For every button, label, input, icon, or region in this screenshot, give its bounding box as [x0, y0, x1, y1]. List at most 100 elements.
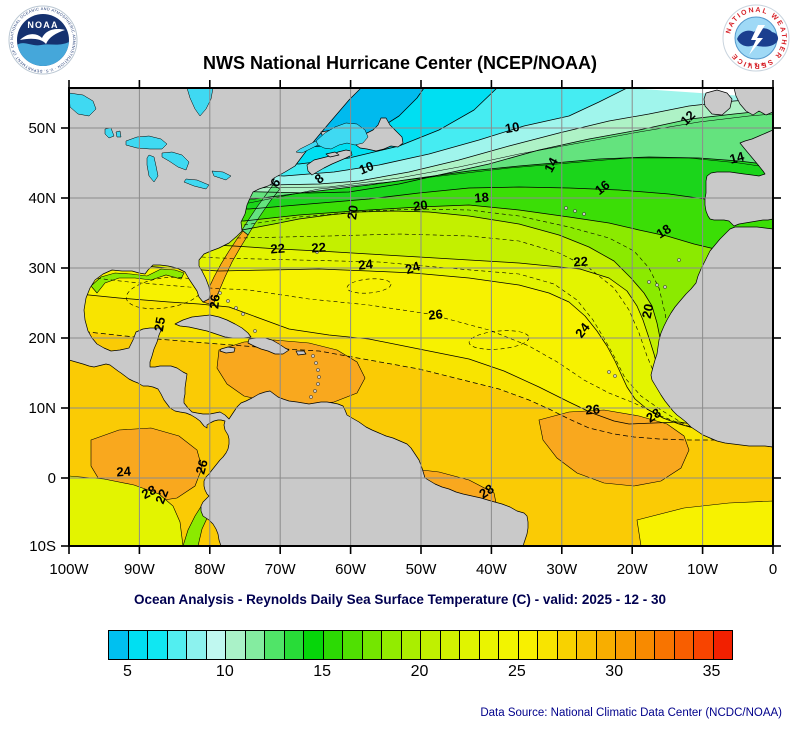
island [582, 212, 586, 216]
lake [186, 88, 214, 117]
sst-band [69, 187, 773, 256]
island [315, 250, 319, 254]
island [314, 361, 318, 365]
landmass [69, 88, 529, 546]
lon-label: 90W [124, 561, 156, 578]
island [313, 389, 317, 393]
lon-label: 10W [687, 561, 719, 578]
colorbar-cell [596, 631, 616, 659]
colorbar-cell [655, 631, 675, 659]
landmass [295, 350, 307, 356]
noaa-logo: NATIONAL OCEANIC AND ATMOSPHERIC ADMINIS… [8, 5, 78, 75]
colorbar-cell [694, 631, 714, 659]
noaa-gull-icon [20, 28, 65, 44]
colorbar-cell [245, 631, 265, 659]
contour-label: 25 [151, 316, 168, 333]
contour-label: 24 [403, 258, 422, 277]
noaa-wordmark: NOAA [27, 20, 58, 30]
island [311, 354, 315, 358]
sst-band [69, 238, 773, 447]
colorbar-cell [557, 631, 577, 659]
sst-patch [216, 339, 366, 407]
colorbar-cell [713, 631, 732, 659]
island [655, 283, 659, 287]
colorbar-cell [616, 631, 636, 659]
island [564, 206, 568, 210]
landmass [703, 89, 733, 116]
colorbar-cell [284, 631, 304, 659]
colorbar-tick-label: 10 [215, 663, 234, 680]
colorbar-cell [206, 631, 226, 659]
colorbar-cell [674, 631, 694, 659]
sst-band [69, 88, 773, 185]
lake [146, 154, 159, 183]
colorbar-cell [362, 631, 382, 659]
contour-label: 26 [206, 294, 222, 310]
contour-label: 22 [573, 254, 588, 270]
landmass [325, 151, 340, 158]
contour-label: 20 [344, 204, 361, 220]
lat-label: 50N [28, 120, 56, 137]
colorbar-cell [265, 631, 285, 659]
contour-label: 22 [270, 241, 285, 257]
landmass [355, 117, 404, 152]
colorbar-tick-label: 25 [507, 663, 526, 680]
colorbar-cell [479, 631, 499, 659]
nws-logo: NATIONAL WEATHER SERVICE ★ ★ ★ [722, 4, 790, 72]
isotherm-dashed-line [69, 274, 773, 436]
lon-label: 50W [406, 561, 438, 578]
colorbar-cell [148, 631, 168, 659]
lat-label: 10S [29, 538, 56, 555]
lake [211, 170, 232, 181]
contour-label: 22 [311, 240, 326, 256]
sst-patch [69, 475, 184, 546]
landmass [650, 226, 773, 448]
colorbar-cell [226, 631, 246, 659]
island [316, 368, 320, 372]
contour-label: 24 [358, 256, 375, 273]
lat-label: 10N [28, 400, 56, 417]
contour-label: 10 [357, 158, 376, 177]
colorbar-cell [382, 631, 402, 659]
lake [69, 92, 97, 117]
colorbar-cell [401, 631, 421, 659]
landmass [733, 88, 773, 116]
island [316, 382, 320, 386]
lon-label: 60W [335, 561, 367, 578]
lon-label: 80W [194, 561, 226, 578]
colorbar-cell [421, 631, 441, 659]
contour-label: 24 [116, 463, 132, 479]
lake [295, 140, 319, 154]
island [607, 370, 611, 374]
nws-lightning-icon [749, 25, 765, 55]
lon-label: 0 [769, 561, 777, 578]
island [253, 329, 257, 333]
island [573, 209, 577, 213]
island [677, 258, 681, 262]
contour-label: 10 [504, 119, 521, 136]
island [218, 291, 222, 295]
lat-label: 20N [28, 330, 56, 347]
contour-label: 26 [428, 306, 444, 322]
island [241, 312, 245, 316]
sst-band [69, 211, 773, 447]
colorbar-cell [167, 631, 187, 659]
temperature-colorbar [108, 630, 733, 660]
lake [125, 135, 168, 150]
lat-label: 0 [48, 470, 56, 487]
island [613, 374, 617, 378]
island [317, 375, 321, 379]
colorbar-cell [538, 631, 558, 659]
colorbar-cell [577, 631, 597, 659]
isotherm-dashed-loop [346, 278, 392, 294]
contour-label: 22 [152, 487, 171, 506]
nws-stars: ★ ★ ★ [747, 61, 765, 68]
colorbar-cell [635, 631, 655, 659]
lon-label: 100W [49, 561, 89, 578]
contour-label: 20 [412, 197, 428, 214]
contour-label: 28 [139, 482, 159, 502]
contour-label: 26 [192, 458, 210, 476]
sst-patch [538, 409, 690, 487]
sst-patch [636, 500, 773, 546]
